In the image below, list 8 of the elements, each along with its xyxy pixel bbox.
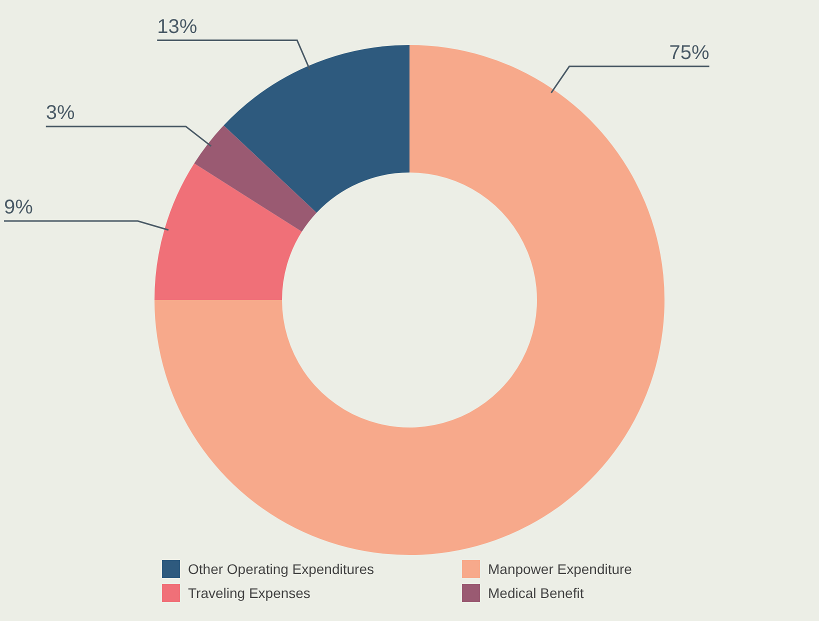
data-label: 9% — [4, 196, 34, 219]
data-label: 75% — [669, 42, 710, 64]
data-label: 13% — [157, 16, 198, 38]
data-label: 3% — [46, 102, 76, 124]
legend-label: Traveling Expenses — [188, 585, 310, 601]
legend-label: Medical Benefit — [488, 585, 584, 601]
legend-label: Manpower Expenditure — [488, 561, 632, 577]
legend-label: Other Operating Expenditures — [188, 561, 374, 577]
